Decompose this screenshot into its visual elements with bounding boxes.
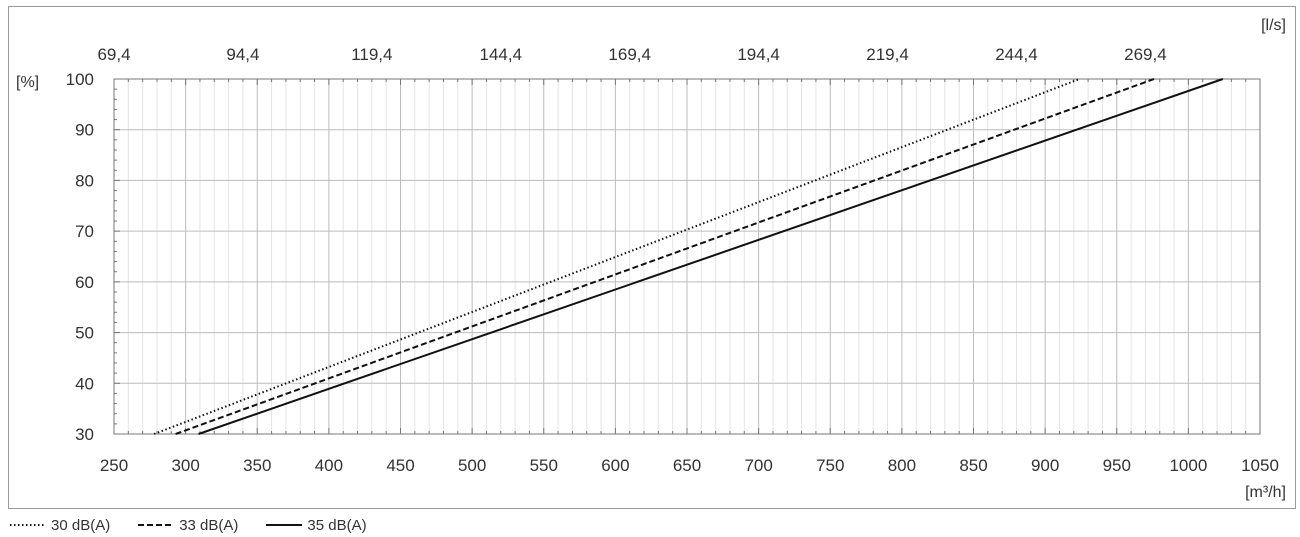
legend-label: 33 dB(A) bbox=[179, 516, 239, 534]
minor-grid bbox=[127, 79, 1247, 434]
x-tick-label: 1000 bbox=[1169, 456, 1207, 475]
y-tick-label: 50 bbox=[75, 324, 94, 343]
x2-tick-label: 194,4 bbox=[737, 45, 780, 64]
x-tick-label: 850 bbox=[959, 456, 987, 475]
x2-tick-label: 94,4 bbox=[226, 45, 259, 64]
series-lines bbox=[153, 78, 1224, 435]
y-tick-label: 70 bbox=[75, 222, 94, 241]
legend-item: 30 dB(A) bbox=[8, 517, 110, 534]
x-tick-label: 600 bbox=[601, 456, 629, 475]
legend-swatch bbox=[138, 524, 175, 526]
x-tick-label: 900 bbox=[1031, 456, 1059, 475]
legend-swatch bbox=[266, 524, 303, 526]
x2-axis-tick-labels: 69,4 94,4 119,4 144,4 169,4 194,4 219,4 244,4 26… bbox=[97, 45, 1166, 64]
x-tick-label: 700 bbox=[744, 456, 772, 475]
x-tick-label: 750 bbox=[816, 456, 844, 475]
x-axis-unit-label: [m³/h] bbox=[1245, 484, 1286, 501]
x2-tick-label: 169,4 bbox=[608, 45, 651, 64]
y-tick-label: 90 bbox=[75, 121, 94, 140]
x2-tick-label: 144,4 bbox=[480, 45, 523, 64]
y-tick-label: 80 bbox=[75, 171, 94, 190]
x-tick-label: 250 bbox=[100, 456, 128, 475]
x2-tick-label: 269,4 bbox=[1124, 45, 1167, 64]
series-line bbox=[198, 78, 1224, 435]
x2-axis-unit-label: [l/s] bbox=[1261, 17, 1286, 34]
x-tick-label: 500 bbox=[458, 456, 486, 475]
y-axis-unit-label: [%] bbox=[16, 74, 39, 91]
x-tick-label: 650 bbox=[673, 456, 701, 475]
legend-label: 30 dB(A) bbox=[51, 516, 111, 534]
x-tick-label: 800 bbox=[888, 456, 916, 475]
legend-label: 35 dB(A) bbox=[307, 516, 367, 534]
major-grid bbox=[114, 79, 1260, 434]
y-tick-label: 30 bbox=[75, 425, 94, 444]
x-tick-label: 1050 bbox=[1241, 456, 1279, 475]
y-tick-label: 40 bbox=[75, 374, 94, 393]
y-tick-label: 100 bbox=[66, 70, 94, 89]
x-tick-label: 550 bbox=[530, 456, 558, 475]
series-line bbox=[175, 78, 1155, 435]
x-tick-label: 950 bbox=[1103, 456, 1131, 475]
legend-swatch bbox=[10, 524, 46, 526]
x-tick-label: 300 bbox=[171, 456, 199, 475]
legend-item: 35 dB(A) bbox=[264, 516, 367, 534]
x-tick-label: 400 bbox=[315, 456, 343, 475]
axis-ticks bbox=[113, 78, 1261, 435]
y-axis-tick-labels: 30 40 50 60 70 80 90 100 bbox=[66, 70, 94, 444]
series-line bbox=[153, 78, 1080, 435]
x-tick-label: 450 bbox=[386, 456, 414, 475]
chart-plot: 250 300 350 400 450 500 550 600 650 700 750 800 850 9… bbox=[16, 17, 1286, 501]
y-tick-label: 60 bbox=[75, 273, 94, 292]
x2-tick-label: 119,4 bbox=[351, 45, 392, 64]
chart-frame bbox=[8, 6, 1296, 509]
x2-tick-label: 244,4 bbox=[995, 45, 1038, 64]
x2-tick-label: 69,4 bbox=[97, 45, 130, 64]
legend-item: 33 dB(A) bbox=[136, 517, 238, 534]
legend: 30 dB(A) 33 dB(A) 35 dB(A) bbox=[8, 515, 393, 535]
x2-tick-label: 219,4 bbox=[866, 45, 909, 64]
x-axis-tick-labels: 250 300 350 400 450 500 550 600 650 700 750 800 850 9… bbox=[100, 456, 1279, 475]
x-tick-label: 350 bbox=[243, 456, 271, 475]
